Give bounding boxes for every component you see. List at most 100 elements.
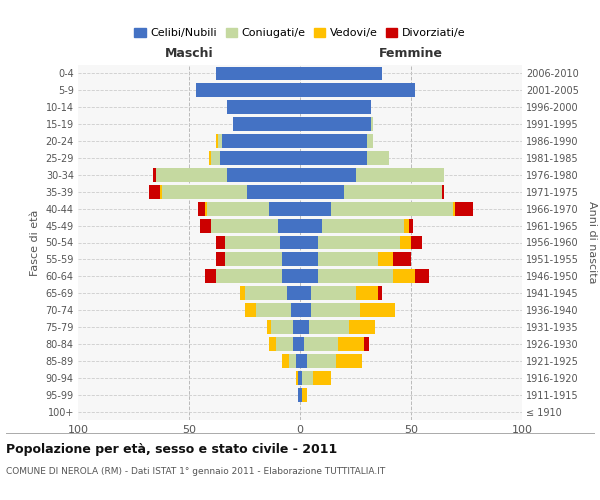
Bar xyxy=(360,303,395,317)
Bar xyxy=(300,286,311,300)
Bar xyxy=(453,202,455,215)
Bar xyxy=(300,168,356,182)
Bar xyxy=(282,354,289,368)
Bar xyxy=(240,286,245,300)
Bar xyxy=(207,202,269,215)
Bar xyxy=(300,151,367,165)
Bar xyxy=(227,168,300,182)
Bar xyxy=(296,371,298,384)
Bar xyxy=(289,354,296,368)
Bar xyxy=(356,286,378,300)
Bar xyxy=(269,202,300,215)
Bar xyxy=(196,84,300,98)
Bar xyxy=(215,236,224,250)
Bar xyxy=(300,303,311,317)
Bar xyxy=(378,286,382,300)
Bar xyxy=(215,66,300,80)
Bar xyxy=(300,117,371,131)
Bar xyxy=(300,320,309,334)
Bar xyxy=(300,202,331,215)
Bar xyxy=(267,320,271,334)
Bar xyxy=(247,185,300,198)
Bar xyxy=(338,337,364,351)
Bar xyxy=(307,354,335,368)
Bar xyxy=(224,236,280,250)
Bar xyxy=(349,320,376,334)
Bar xyxy=(367,151,389,165)
Bar xyxy=(163,185,247,198)
Bar xyxy=(302,388,307,402)
Bar xyxy=(311,303,360,317)
Bar xyxy=(282,252,300,266)
Bar xyxy=(300,337,304,351)
Bar xyxy=(220,151,300,165)
Bar xyxy=(378,252,393,266)
Bar xyxy=(304,337,338,351)
Bar xyxy=(344,185,442,198)
Bar xyxy=(245,286,287,300)
Bar xyxy=(293,320,300,334)
Bar xyxy=(223,134,300,148)
Bar xyxy=(198,202,205,215)
Bar xyxy=(271,320,293,334)
Bar xyxy=(313,371,331,384)
Bar xyxy=(335,354,362,368)
Bar xyxy=(280,236,300,250)
Bar xyxy=(300,218,322,232)
Bar xyxy=(356,168,445,182)
Bar xyxy=(318,270,393,283)
Bar xyxy=(211,218,278,232)
Bar xyxy=(400,236,411,250)
Bar xyxy=(331,202,453,215)
Bar xyxy=(322,218,404,232)
Bar xyxy=(209,151,211,165)
Text: Popolazione per età, sesso e stato civile - 2011: Popolazione per età, sesso e stato civil… xyxy=(6,442,337,456)
Bar xyxy=(154,168,156,182)
Bar xyxy=(371,117,373,131)
Bar xyxy=(411,236,422,250)
Bar xyxy=(149,185,160,198)
Bar xyxy=(282,270,300,283)
Bar xyxy=(200,218,211,232)
Bar xyxy=(287,286,300,300)
Bar xyxy=(224,252,282,266)
Bar xyxy=(367,134,373,148)
Bar xyxy=(415,270,429,283)
Bar xyxy=(298,371,300,384)
Bar xyxy=(205,270,215,283)
Text: Maschi: Maschi xyxy=(164,47,214,60)
Bar xyxy=(393,252,411,266)
Bar xyxy=(215,252,224,266)
Bar xyxy=(269,337,275,351)
Bar xyxy=(300,236,318,250)
Bar xyxy=(215,270,282,283)
Bar xyxy=(300,100,371,114)
Bar xyxy=(160,185,163,198)
Bar xyxy=(300,252,318,266)
Text: COMUNE DI NEROLA (RM) - Dati ISTAT 1° gennaio 2011 - Elaborazione TUTTITALIA.IT: COMUNE DI NEROLA (RM) - Dati ISTAT 1° ge… xyxy=(6,468,385,476)
Bar xyxy=(256,303,291,317)
Bar xyxy=(205,202,207,215)
Bar xyxy=(296,354,300,368)
Bar xyxy=(300,371,302,384)
Bar xyxy=(442,185,445,198)
Bar xyxy=(318,236,400,250)
Bar xyxy=(293,337,300,351)
Bar xyxy=(311,286,356,300)
Y-axis label: Fasce di età: Fasce di età xyxy=(30,210,40,276)
Bar xyxy=(275,337,293,351)
Bar xyxy=(211,151,220,165)
Bar xyxy=(298,388,300,402)
Bar xyxy=(245,303,256,317)
Bar xyxy=(409,218,413,232)
Bar xyxy=(233,117,300,131)
Bar xyxy=(300,185,344,198)
Bar xyxy=(227,100,300,114)
Bar xyxy=(309,320,349,334)
Bar xyxy=(302,371,313,384)
Bar xyxy=(364,337,369,351)
Bar xyxy=(300,270,318,283)
Bar xyxy=(393,270,415,283)
Bar xyxy=(291,303,300,317)
Y-axis label: Anni di nascita: Anni di nascita xyxy=(587,201,598,284)
